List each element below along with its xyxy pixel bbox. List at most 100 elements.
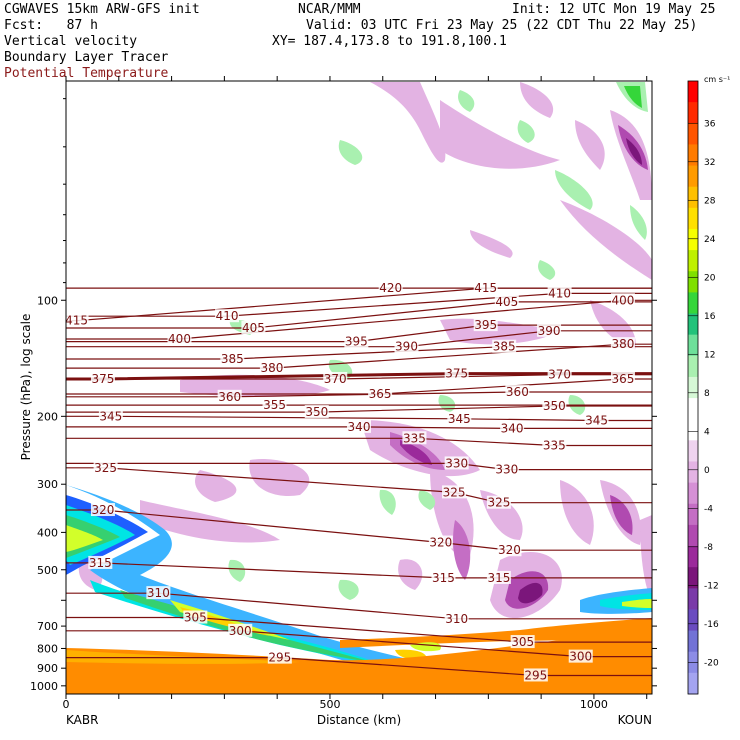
colorbar-label: -16 — [704, 620, 719, 630]
theta-label: 390 — [395, 340, 418, 354]
theta-label-bg — [304, 405, 329, 419]
theta-contour-310 — [66, 592, 652, 620]
theta-label: 345 — [585, 413, 608, 427]
colorbar-swatch — [688, 207, 698, 230]
theta-label-bg — [394, 339, 419, 353]
colorbar-swatch — [688, 546, 698, 568]
theta-contour-380 — [66, 343, 652, 369]
colorbar-swatch — [688, 419, 698, 441]
theta-label: 395 — [345, 335, 368, 349]
theta-label: 345 — [99, 409, 122, 423]
theta-label: 350 — [305, 405, 328, 419]
colorbar-label: -8 — [704, 543, 713, 553]
colorbar-label: 32 — [704, 158, 715, 168]
colorbar-label: -4 — [704, 504, 713, 514]
theta-label-bg — [267, 650, 292, 664]
theta-label: 360 — [218, 390, 241, 404]
theta-label-bg — [183, 610, 208, 624]
colorbar-swatch — [688, 186, 698, 209]
theta-label-bg — [259, 361, 284, 375]
theta-label-bg — [610, 371, 635, 385]
colorbar-label: 36 — [704, 119, 716, 129]
theta-label-bg — [486, 495, 511, 509]
theta-contour-300 — [66, 630, 652, 658]
theta-contour-400 — [66, 299, 652, 340]
shaded-fields — [66, 82, 652, 694]
colorbar-swatch — [688, 609, 698, 632]
theta-contour-315 — [66, 562, 652, 579]
init-time: Init: 12 UTC Mon 19 May 25 — [512, 2, 716, 17]
theta-label: 310 — [445, 612, 468, 626]
theta-label: 330 — [445, 456, 468, 470]
theta-label: 410 — [216, 309, 239, 323]
theta-label: 365 — [612, 372, 635, 386]
theta-label: 390 — [538, 324, 561, 338]
colorbar-swatch — [688, 228, 698, 251]
theta-label: 420 — [379, 281, 402, 295]
model-title: CGWAVES 15km ARW-GFS init — [4, 2, 200, 17]
theta-label: 320 — [498, 543, 521, 557]
theta-label-bg — [444, 611, 469, 625]
theta-label: 335 — [543, 438, 566, 452]
boundary-layer-tracer-shading — [66, 485, 652, 694]
colorbar: 36 32 28 24 20 16 12 8 4 0 -4 -8 -12 -16 -20 — [687, 80, 719, 695]
theta-label-bg — [220, 351, 245, 365]
theta-label: 400 — [168, 332, 191, 346]
theta-contour-385 — [66, 346, 652, 360]
theta-label: 355 — [263, 398, 286, 412]
theta-label-bg — [90, 503, 115, 517]
theta-label-bg — [428, 535, 453, 549]
colorbar-swatch — [688, 588, 698, 610]
x-tick-label: 0 — [63, 698, 70, 711]
theta-label-bg — [547, 367, 572, 381]
theta-label-bg — [510, 635, 535, 649]
valid-time: Valid: 03 UTC Fri 23 May 25 (22 CDT Thu … — [306, 18, 698, 33]
colorbar-label: 24 — [704, 235, 716, 245]
theta-label-bg — [215, 309, 240, 323]
theta-label-bg — [494, 462, 519, 476]
theta-contour-335 — [66, 437, 652, 447]
theta-label-bg — [66, 313, 89, 327]
colorbar-swatch — [688, 165, 698, 188]
colorbar-swatch — [688, 102, 698, 124]
theta-contour-330 — [66, 462, 652, 471]
theta-label: 295 — [268, 651, 291, 665]
organization: NCAR/MMM — [298, 2, 361, 17]
theta-label: 365 — [369, 387, 392, 401]
theta-label-bg — [323, 371, 348, 385]
theta-label: 335 — [403, 431, 426, 445]
theta-label-bg — [442, 485, 467, 499]
theta-label: 385 — [221, 352, 244, 366]
theta-contour-390 — [66, 330, 652, 348]
theta-label: 320 — [92, 503, 115, 517]
theta-label-bg — [473, 281, 498, 295]
theta-label: 305 — [184, 611, 207, 625]
theta-label-bg — [497, 543, 522, 557]
theta-label: 380 — [260, 361, 283, 375]
colorbar-swatch — [688, 334, 698, 357]
theta-label: 360 — [506, 385, 529, 399]
colorbar-swatch — [688, 672, 698, 695]
theta-label-bg — [378, 281, 403, 295]
plot-frame — [65, 80, 653, 695]
theta-label-bg — [402, 431, 427, 445]
theta-label-bg — [228, 623, 253, 637]
theta-label-bg — [542, 438, 567, 452]
theta-label: 320 — [429, 536, 452, 550]
theta-label: 400 — [612, 293, 635, 307]
colorbar-swatch — [688, 81, 698, 103]
theta-contour-350 — [66, 405, 652, 413]
theta-label-bg — [90, 371, 115, 385]
colorbar-swatch — [688, 123, 698, 145]
theta-label: 380 — [612, 337, 635, 351]
field-boundary-layer-tracer: Boundary Layer Tracer — [4, 50, 169, 65]
theta-label-bg — [447, 411, 472, 425]
colorbar-swatch — [688, 524, 698, 547]
field-potential-temperature: Potential Temperature — [4, 66, 169, 81]
y-axis-label: Pressure (hPa), log scale — [19, 314, 33, 461]
colorbar-swatch — [688, 271, 698, 293]
colorbar-swatch — [688, 144, 698, 167]
theta-label: 325 — [487, 496, 510, 510]
